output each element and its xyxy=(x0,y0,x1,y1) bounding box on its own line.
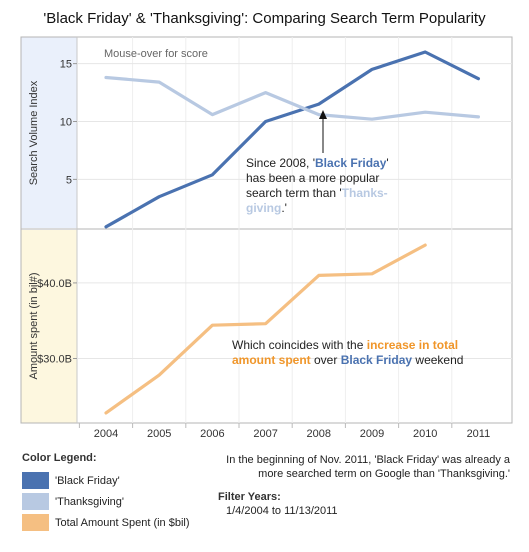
data-point[interactable] xyxy=(314,270,324,280)
data-point[interactable] xyxy=(101,73,111,83)
data-point[interactable] xyxy=(207,170,217,180)
y-tick-label: 5 xyxy=(66,174,72,186)
legend-swatch-thanksgiving xyxy=(22,493,49,510)
spend-annotation-line-2: amount spent over Black Friday weekend xyxy=(232,353,463,367)
data-point[interactable] xyxy=(101,408,111,418)
legend-label: Total Amount Spent (in $bil) xyxy=(55,516,190,529)
y-tick-label: 15 xyxy=(60,59,72,71)
chart-title: 'Black Friday' & 'Thanksgiving': Compari… xyxy=(43,10,486,27)
y-tick-label: $40.0B xyxy=(37,278,72,290)
annotation-amount-spent: amount spent xyxy=(232,353,311,367)
data-point[interactable] xyxy=(154,77,164,87)
data-point[interactable] xyxy=(420,47,430,57)
data-point[interactable] xyxy=(261,88,271,98)
data-point[interactable] xyxy=(261,117,271,127)
legend-label: 'Thanksgiving' xyxy=(55,495,125,508)
legend-swatch-amount-spent xyxy=(22,514,49,531)
mouseover-hint: Mouse-over for score xyxy=(104,48,208,60)
filter-range[interactable]: 1/4/2004 to 11/13/2011 xyxy=(226,505,338,517)
search-annotation-line-2: has been a more popular xyxy=(246,171,379,185)
search-annotation-line-3: search term than 'Thanks- xyxy=(246,186,388,200)
search-y-axis-label: Search Volume Index xyxy=(28,80,40,185)
footnote-line-1: In the beginning of Nov. 2011, 'Black Fr… xyxy=(226,454,510,466)
y-tick-label: $30.0B xyxy=(37,354,72,366)
data-point[interactable] xyxy=(420,107,430,117)
data-point[interactable] xyxy=(473,74,483,84)
data-point[interactable] xyxy=(367,269,377,279)
data-point[interactable] xyxy=(367,64,377,74)
x-tick-label: 2004 xyxy=(94,428,118,440)
data-point[interactable] xyxy=(473,112,483,122)
series-line-thanksgiving[interactable] xyxy=(104,75,480,121)
spend-axis-background xyxy=(21,230,77,423)
x-tick-label: 2005 xyxy=(147,428,171,440)
color-legend: Color Legend: 'Black Friday' 'Thanksgivi… xyxy=(22,452,222,533)
legend-item-thanksgiving[interactable]: 'Thanksgiving' xyxy=(22,491,222,512)
legend-title: Color Legend: xyxy=(22,452,97,464)
data-point[interactable] xyxy=(154,370,164,380)
data-point[interactable] xyxy=(207,320,217,330)
spend-annotation-line-1: Which coincides with the increase in tot… xyxy=(232,338,458,352)
data-point[interactable] xyxy=(314,99,324,109)
footnote: In the beginning of Nov. 2011, 'Black Fr… xyxy=(214,453,510,481)
search-annotation-line-4: giving.' xyxy=(246,201,287,215)
annotation-increase: increase in total xyxy=(367,338,458,352)
search-annotation-line-1: Since 2008, 'Black Friday' xyxy=(246,156,389,170)
x-tick-label: 2011 xyxy=(467,428,491,440)
legend-swatch-black-friday xyxy=(22,472,49,489)
data-point[interactable] xyxy=(207,110,217,120)
data-point[interactable] xyxy=(367,114,377,124)
data-point[interactable] xyxy=(154,192,164,202)
legend-item-amount-spent[interactable]: Total Amount Spent (in $bil) xyxy=(22,512,222,533)
annotation-arrow-head xyxy=(319,110,327,119)
x-tick-label: 2009 xyxy=(360,428,384,440)
search-axis-background xyxy=(21,37,77,228)
x-tick-label: 2010 xyxy=(413,428,437,440)
spend-y-axis-label: Amount spent (in bil#) xyxy=(28,273,40,380)
annotation-thanksgiving-cont: giving xyxy=(246,201,281,215)
series-line-black-friday[interactable] xyxy=(104,50,480,229)
annotation-black-friday-weekend: Black Friday xyxy=(341,353,413,367)
annotation-black-friday: Black Friday xyxy=(315,156,387,170)
series-line-amount-spent[interactable] xyxy=(104,243,427,415)
data-point[interactable] xyxy=(261,319,271,329)
data-point[interactable] xyxy=(101,222,111,232)
x-tick-label: 2008 xyxy=(307,428,331,440)
chart-frame xyxy=(20,36,513,424)
data-point[interactable] xyxy=(420,240,430,250)
annotation-thanksgiving: Thanks- xyxy=(342,186,388,200)
x-tick-label: 2006 xyxy=(200,428,224,440)
filter-title: Filter Years: xyxy=(218,491,281,503)
footnote-line-2: more searched term on Google than 'Thank… xyxy=(258,468,510,480)
y-tick-label: 10 xyxy=(60,117,72,129)
filter-years: Filter Years: 1/4/2004 to 11/13/2011 xyxy=(218,491,338,517)
legend-label: 'Black Friday' xyxy=(55,474,120,487)
x-tick-label: 2007 xyxy=(253,428,277,440)
legend-item-black-friday[interactable]: 'Black Friday' xyxy=(22,470,222,491)
